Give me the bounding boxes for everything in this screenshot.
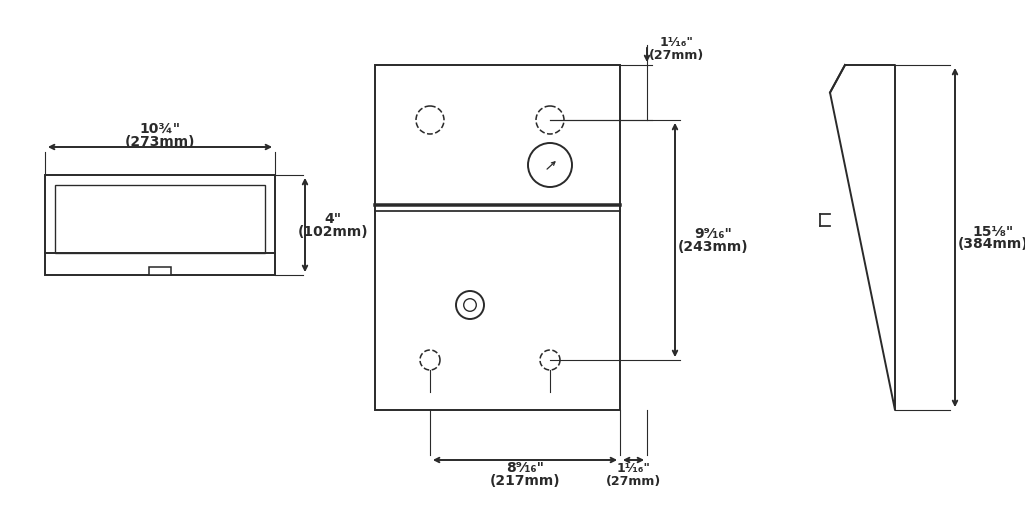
Text: 4": 4" (325, 212, 341, 226)
Text: 9⁹⁄₁₆": 9⁹⁄₁₆" (694, 227, 732, 241)
Bar (375, 65, 620, 410)
Text: (217mm): (217mm) (490, 474, 561, 488)
Text: 15⅛": 15⅛" (973, 225, 1014, 238)
Text: (27mm): (27mm) (650, 49, 704, 62)
Text: 8⁹⁄₁₆": 8⁹⁄₁₆" (506, 461, 544, 475)
Bar (45, 175, 275, 275)
Text: (243mm): (243mm) (678, 240, 748, 254)
Bar (55, 185, 265, 253)
Text: (102mm): (102mm) (297, 225, 368, 239)
Text: 1¹⁄₁₆": 1¹⁄₁₆" (660, 37, 694, 49)
Bar (149, 267, 171, 275)
Text: (27mm): (27mm) (606, 474, 661, 488)
Text: (384mm): (384mm) (957, 238, 1025, 251)
Text: 10¾": 10¾" (139, 122, 180, 136)
Text: 1¹⁄₁₆": 1¹⁄₁₆" (616, 461, 651, 474)
Text: (273mm): (273mm) (125, 135, 195, 149)
